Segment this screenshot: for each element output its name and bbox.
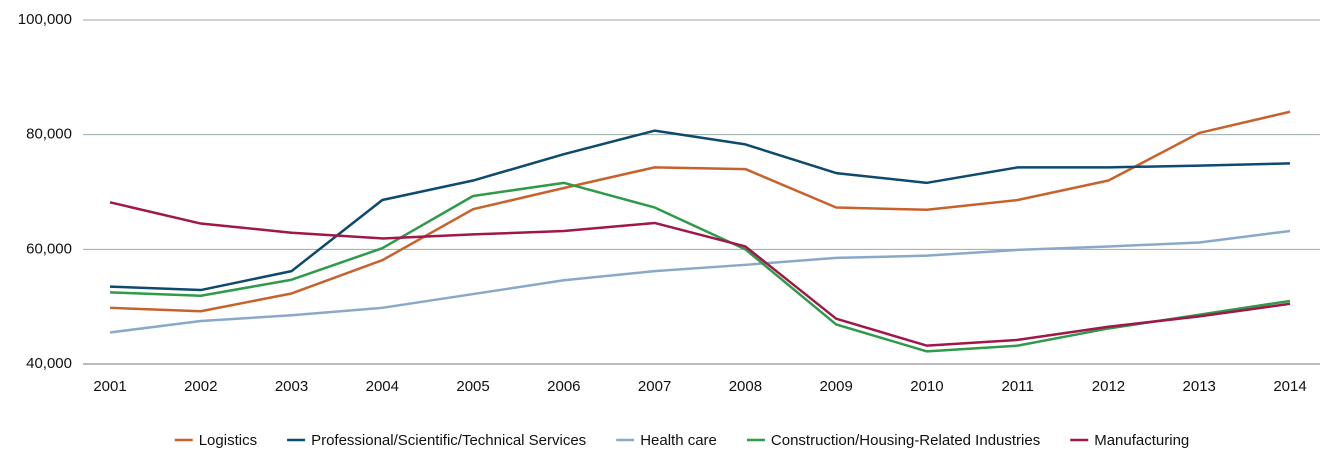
y-tick-label: 60,000 <box>26 240 72 257</box>
legend-label: Construction/Housing-Related Industries <box>771 432 1040 449</box>
y-tick-label: 40,000 <box>26 355 72 372</box>
x-tick-label: 2008 <box>729 378 762 395</box>
x-tick-label: 2004 <box>366 378 399 395</box>
x-tick-label: 2006 <box>547 378 580 395</box>
x-tick-label: 2002 <box>184 378 217 395</box>
series-line <box>109 181 1291 353</box>
y-tick-label: 80,000 <box>26 126 72 143</box>
legend-label: Health care <box>640 432 717 449</box>
x-tick-label: 2013 <box>1183 378 1216 395</box>
series-line <box>109 129 1291 292</box>
x-tick-label: 2011 <box>1002 378 1034 395</box>
x-tick-label: 2010 <box>910 378 943 395</box>
x-tick-label: 2003 <box>275 378 308 395</box>
series-line <box>109 110 1291 313</box>
series-line <box>109 229 1291 334</box>
x-tick-label: 2014 <box>1273 378 1306 395</box>
y-tick-label: 100,000 <box>18 11 72 28</box>
x-tick-label: 2001 <box>93 378 126 395</box>
series-line <box>109 201 1291 347</box>
legend-label: Professional/Scientific/Technical Servic… <box>311 432 586 449</box>
legend-label: Manufacturing <box>1094 432 1189 449</box>
legend: Logistics Professional/Scientific/Technic… <box>174 432 1189 449</box>
legend-label: Logistics <box>199 432 257 449</box>
x-tick-label: 2005 <box>456 378 489 395</box>
x-tick-label: 2009 <box>819 378 852 395</box>
x-tick-label: 2012 <box>1092 378 1125 395</box>
x-tick-label: 2007 <box>638 378 671 395</box>
